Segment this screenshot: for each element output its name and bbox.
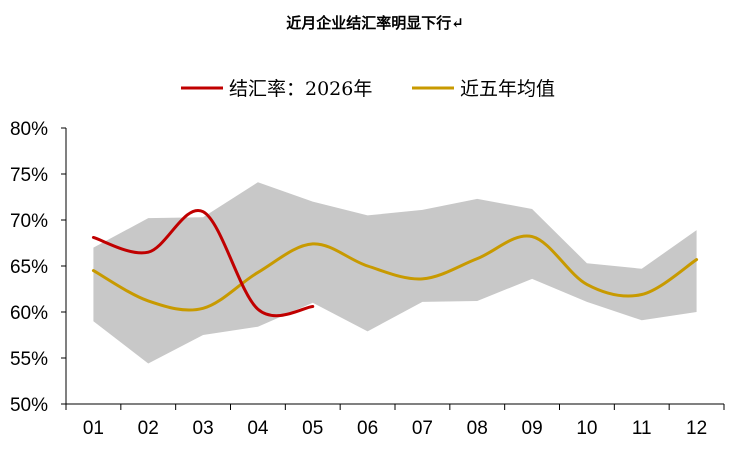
- x-tick-label: 12: [686, 418, 707, 439]
- legend: 结汇率：2026年 近五年均值: [181, 78, 555, 100]
- x-tick-label: 10: [576, 418, 597, 439]
- x-tick-label: 11: [632, 418, 652, 439]
- x-tick-label: 06: [357, 418, 378, 439]
- x-tick-label: 09: [522, 418, 543, 439]
- series-line-five-year-avg: [91, 234, 699, 312]
- chart-title: 近月企业结汇率明显下行↵: [286, 14, 464, 32]
- y-tick-label: 50%: [10, 395, 48, 416]
- plot-area: [91, 182, 699, 364]
- legend-label-avg: 近五年均值: [460, 78, 555, 100]
- y-tick-label: 65%: [10, 257, 48, 278]
- y-tick-label: 80%: [10, 119, 48, 140]
- legend-label-2026: 结汇率：2026年: [229, 78, 372, 100]
- y-axis-ticks: 80% 75% 70% 65% 60% 55% 50%: [10, 119, 66, 416]
- x-tick-label: 08: [467, 418, 488, 439]
- y-tick-label: 55%: [10, 349, 48, 370]
- y-tick-label: 70%: [10, 211, 48, 232]
- x-tick-label: 03: [193, 418, 214, 439]
- x-axis-ticks: 01 02 03 04 05 06 07 08 09 10 11 12: [65, 404, 725, 439]
- series-line-2026: [91, 208, 315, 318]
- x-tick-label: 01: [83, 418, 104, 439]
- x-tick-label: 02: [138, 418, 159, 439]
- x-tick-label: 07: [412, 418, 433, 439]
- y-tick-label: 60%: [10, 303, 48, 324]
- y-tick-label: 75%: [10, 165, 48, 186]
- x-tick-label: 04: [247, 418, 269, 439]
- x-tick-label: 05: [302, 418, 323, 439]
- range-band: [93, 182, 697, 364]
